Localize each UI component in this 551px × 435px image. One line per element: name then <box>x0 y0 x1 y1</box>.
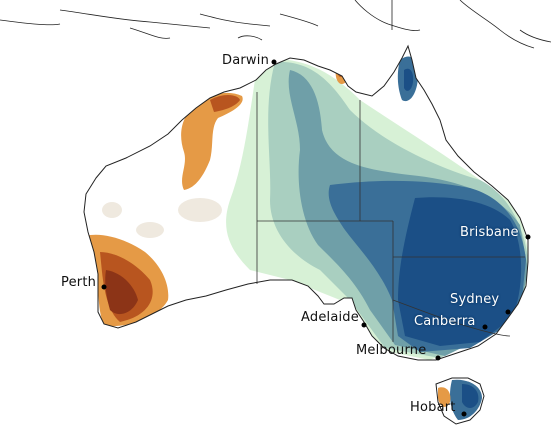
island-sumba <box>129 27 171 39</box>
beige-patch-coast <box>102 202 122 218</box>
city-label-canberra: Canberra <box>414 314 476 329</box>
city-label-adelaide: Adelaide <box>301 310 359 325</box>
png-coast-east <box>459 0 535 49</box>
city-label-perth: Perth <box>61 275 97 290</box>
island-timor <box>279 13 319 27</box>
beige-patch-west-2 <box>136 222 164 238</box>
island-java <box>59 9 211 29</box>
canberra-marker <box>482 324 488 330</box>
beige-patch-west <box>178 198 222 222</box>
kimberley-dark-orange <box>210 95 240 112</box>
png-coast-west <box>354 0 421 31</box>
island-nusa <box>199 13 271 27</box>
melbourne-marker <box>435 355 441 361</box>
northern-islands <box>0 0 551 49</box>
kimberley-orange <box>181 92 243 190</box>
city-label-hobart: Hobart <box>410 400 456 415</box>
sydney-marker <box>505 309 511 315</box>
border-nsw-vic <box>392 299 511 337</box>
tasmania-orange <box>438 387 451 407</box>
city-label-sydney: Sydney <box>450 292 500 307</box>
brisbane-marker <box>525 234 531 240</box>
state-borders <box>256 92 525 342</box>
darwin-marker <box>271 59 277 65</box>
island-tiwi <box>237 35 263 41</box>
perth-marker <box>101 284 107 290</box>
city-label-darwin: Darwin <box>222 53 270 68</box>
island-west <box>0 19 61 26</box>
adelaide-marker <box>361 322 367 328</box>
cape-york-dark-blue <box>404 68 414 91</box>
tasmania-dark-blue <box>462 384 479 408</box>
island-east <box>519 29 551 43</box>
southwest-brown <box>105 270 138 315</box>
hobart-marker <box>461 411 467 417</box>
city-label-melbourne: Melbourne <box>356 343 427 358</box>
dark-blue-zone <box>398 197 522 346</box>
city-label-brisbane: Brisbane <box>460 225 519 240</box>
